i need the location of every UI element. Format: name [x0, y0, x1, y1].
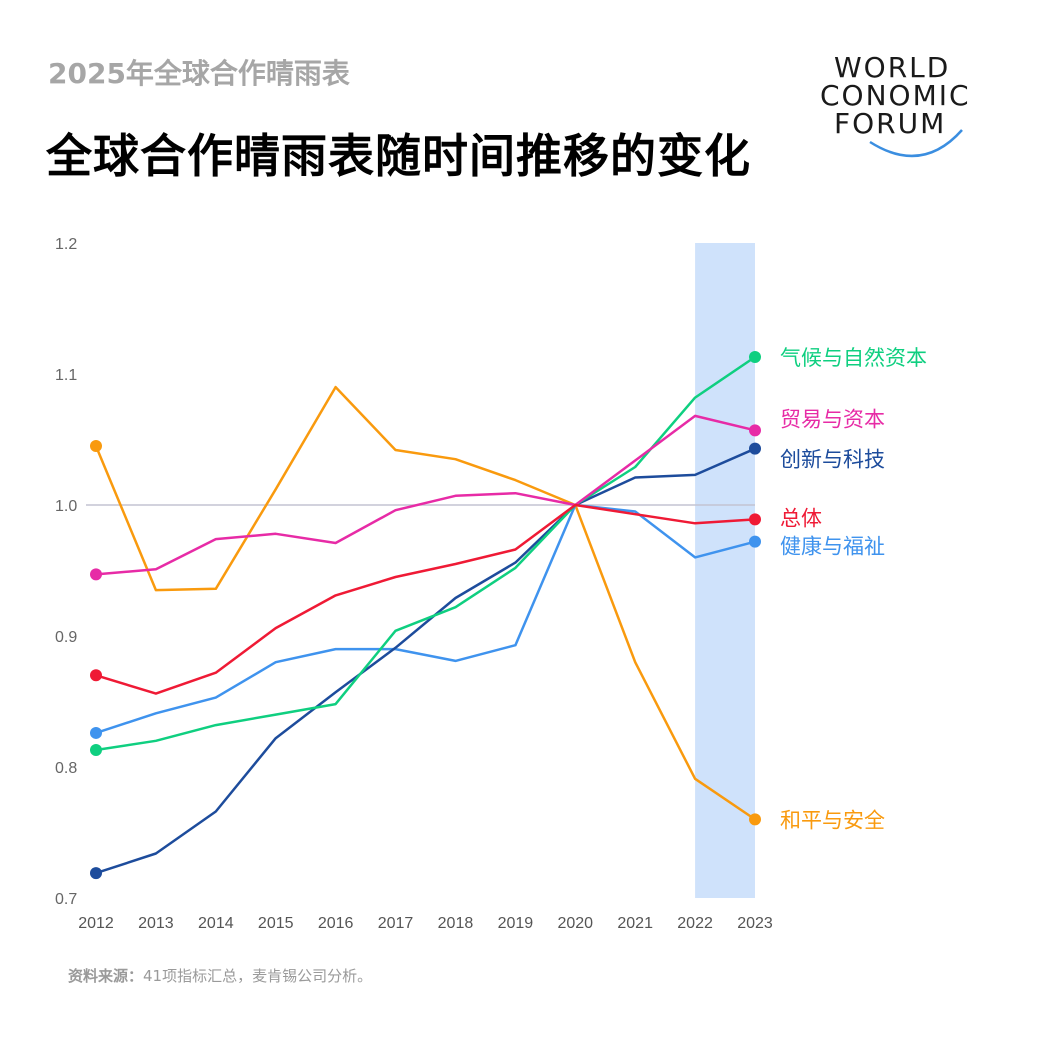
x-tick-label: 2014: [198, 915, 234, 932]
logo-line-world: WORLD: [834, 51, 951, 84]
y-tick-label: 1.1: [55, 367, 77, 384]
series-end-point: [749, 813, 761, 826]
series-label: 总体: [780, 506, 822, 530]
chart-title: 全球合作晴雨表随时间推移的变化: [46, 129, 751, 183]
series-label: 创新与科技: [780, 448, 885, 472]
source-text: 41项指标汇总，麦肯锡公司分析。: [143, 967, 373, 985]
logo-line-forum: FORUM: [834, 107, 947, 140]
x-tick-label: 2013: [138, 915, 174, 932]
x-tick-label: 2023: [737, 915, 773, 932]
series-start-point: [90, 568, 102, 581]
x-tick-label: 2020: [557, 915, 593, 932]
series-label: 和平与安全: [780, 808, 885, 832]
y-tick-label: 0.9: [55, 629, 77, 646]
source-note: 资料来源：41项指标汇总，麦肯锡公司分析。: [68, 965, 372, 986]
x-tick-label: 2021: [617, 915, 653, 932]
y-tick-label: 0.7: [55, 891, 77, 908]
logo-arc-icon: [869, 129, 963, 158]
series-start-point: [90, 743, 102, 756]
series-label: 健康与福祉: [780, 535, 885, 559]
series-end-point: [749, 513, 761, 526]
x-tick-label: 2015: [258, 915, 294, 932]
series-line: [95, 355, 756, 752]
series-label: 贸易与资本: [780, 407, 885, 431]
series-end-point: [749, 442, 761, 455]
series-start-point: [90, 669, 102, 682]
x-tick-label: 2019: [498, 915, 534, 932]
chart-subtitle: 2025年全球合作晴雨表: [48, 57, 350, 90]
x-tick-label: 2016: [318, 915, 354, 932]
y-tick-label: 0.8: [55, 760, 77, 777]
series-end-point: [749, 424, 761, 437]
series-line: [95, 414, 756, 576]
series-line: [95, 447, 756, 875]
series-label: 气候与自然资本: [780, 346, 927, 370]
series-start-point: [90, 440, 102, 453]
x-tick-label: 2012: [78, 915, 114, 932]
logo-line-economic: CONOMIC: [820, 79, 971, 112]
series-line: [95, 503, 756, 735]
series-line: [95, 503, 756, 695]
y-tick-label: 1.2: [55, 236, 77, 253]
y-tick-label: 1.0: [55, 498, 77, 515]
source-label: 资料来源：: [68, 967, 144, 985]
series-end-point: [749, 535, 761, 548]
highlight-band: [695, 243, 755, 898]
x-tick-label: 2018: [438, 915, 474, 932]
series-start-point: [90, 726, 102, 739]
series-line: [94, 385, 756, 821]
x-tick-label: 2017: [378, 915, 414, 932]
series-start-point: [90, 867, 102, 880]
wef-logo: WORLD CONOMIC FORUM: [812, 50, 1002, 170]
x-tick-label: 2022: [677, 915, 713, 932]
series-end-point: [749, 350, 761, 363]
